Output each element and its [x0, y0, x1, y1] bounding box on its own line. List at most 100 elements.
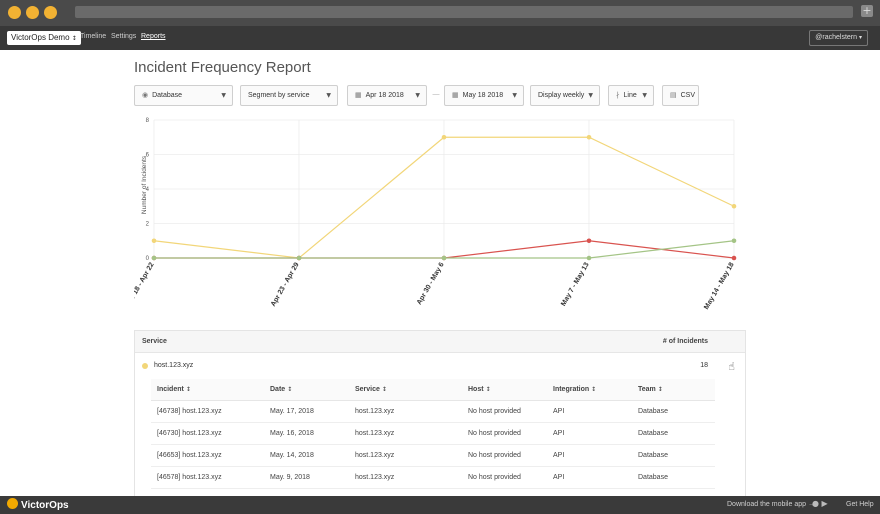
data-point[interactable]	[731, 238, 737, 244]
cell-date: May. 16, 2018	[270, 430, 314, 437]
cell-integration: API	[553, 474, 565, 481]
csv-export-button[interactable]: ▤ CSV	[662, 85, 699, 106]
chevron-down-icon: ▼	[326, 92, 331, 99]
cell-host: No host provided	[468, 430, 521, 437]
team-icon: ◉	[142, 91, 149, 99]
table-header: Service # of Incidents	[135, 331, 745, 353]
column-header-incident-count[interactable]: # of Incidents	[662, 338, 708, 345]
data-point[interactable]	[441, 134, 447, 140]
play-store-icon[interactable]: ▶	[821, 499, 828, 508]
address-bar[interactable]	[75, 6, 853, 18]
sub-header-host[interactable]: Host ↕	[468, 386, 491, 393]
y-tick-label: 6	[146, 153, 150, 159]
sub-header-team[interactable]: Team ↕	[638, 386, 663, 393]
x-tick-label: Apr 30 - May 6	[416, 261, 446, 306]
segment-select-label: Segment by service	[248, 92, 310, 99]
end-date-label: May 18 2018	[462, 92, 504, 99]
chevron-down-icon: ▼	[221, 92, 226, 99]
table-row[interactable]: [46730] host.123.xyz May. 16, 2018 host.…	[151, 423, 715, 445]
cell-date: May. 17, 2018	[270, 408, 314, 415]
chevron-down-icon: ▼	[588, 92, 593, 99]
user-menu-button[interactable]: @rachelstern ▾	[809, 30, 868, 46]
team-select[interactable]: ◉ Database ▼	[134, 85, 233, 106]
calendar-icon: ▦	[355, 91, 362, 99]
segment-select[interactable]: Segment by service ▼	[240, 85, 338, 106]
apple-icon[interactable]: ●	[812, 499, 819, 508]
start-date-label: Apr 18 2018	[365, 92, 404, 99]
sub-header-integration-label: Integration	[553, 386, 590, 393]
data-point[interactable]	[586, 255, 592, 261]
victorops-logo[interactable]: VictorOps	[7, 498, 69, 511]
display-interval-select[interactable]: Display weekly ▼	[530, 85, 600, 106]
new-tab-icon[interactable]: +	[861, 4, 873, 17]
cell-date: May. 14, 2018	[270, 452, 314, 459]
cell-date: May. 9, 2018	[270, 474, 310, 481]
sub-header-service[interactable]: Service ↕	[355, 386, 387, 393]
cell-integration: API	[553, 430, 565, 437]
close-window-dot[interactable]	[8, 6, 21, 19]
nav-link-timeline[interactable]: Timeline	[80, 33, 107, 40]
app-store-icons: ● ▶	[812, 499, 828, 508]
cell-host: No host provided	[468, 408, 521, 415]
cell-service: host.123.xyz	[355, 430, 395, 437]
cell-incident[interactable]: [46730] host.123.xyz	[157, 430, 222, 437]
data-point[interactable]	[441, 255, 447, 261]
sub-header-incident-label: Incident	[157, 386, 184, 393]
logo-icon	[7, 498, 18, 509]
sort-icon: ↕	[287, 386, 293, 393]
cell-incident[interactable]: [46578] host.123.xyz	[157, 474, 222, 481]
sub-header-date-label: Date	[270, 386, 286, 393]
data-point[interactable]	[151, 255, 157, 261]
minimize-window-dot[interactable]	[26, 6, 39, 19]
cell-team: Database	[638, 474, 668, 481]
nav-link-reports[interactable]: Reports	[141, 33, 166, 40]
data-point[interactable]	[151, 238, 157, 244]
cell-service: host.123.xyz	[355, 474, 395, 481]
logo-text: VictorOps	[21, 500, 69, 511]
team-select-label: Database	[152, 92, 183, 99]
y-tick-label: 2	[146, 222, 150, 228]
data-point[interactable]	[586, 134, 592, 140]
chart-type-select[interactable]: ∤ Line ▼	[608, 85, 654, 106]
cell-incident[interactable]: [46653] host.123.xyz	[157, 452, 222, 459]
sub-header-host-label: Host	[468, 386, 484, 393]
x-tick-label: Apr 23 - Apr 29	[270, 261, 301, 307]
sort-icon: ↕	[591, 386, 597, 393]
table-row[interactable]: [46738] host.123.xyz May. 17, 2018 host.…	[151, 401, 715, 423]
sub-header-date[interactable]: Date ↕	[270, 386, 292, 393]
table-row[interactable]: [46653] host.123.xyz May. 14, 2018 host.…	[151, 445, 715, 467]
incident-subtable: Incident ↕ Date ↕ Service ↕ Host ↕ Integrati…	[151, 379, 715, 489]
service-row[interactable]: host.123.xyz 18 ☝	[135, 353, 745, 379]
data-point[interactable]	[731, 255, 737, 261]
chevron-down-icon: ▼	[642, 92, 647, 99]
chart-grid	[153, 119, 735, 259]
sort-icon: ↕	[381, 386, 387, 393]
service-name: host.123.xyz	[154, 362, 194, 369]
incident-frequency-chart: 0 2 4 6 8 Apr 18 - Apr 22 Apr 23 - Apr 29 Apr 3…	[134, 118, 737, 311]
y-tick-label: 8	[146, 118, 150, 124]
get-help-link[interactable]: Get Help	[846, 501, 874, 508]
download-mobile-app-link[interactable]: Download the mobile app →	[727, 501, 815, 508]
incidents-by-service-table: Service # of Incidents host.123.xyz 18 ☝…	[134, 330, 746, 496]
cell-host: No host provided	[468, 452, 521, 459]
cell-incident[interactable]: [46738] host.123.xyz	[157, 408, 222, 415]
y-axis-label: Number of Incidents	[141, 155, 148, 214]
page-title: Incident Frequency Report	[134, 59, 311, 76]
data-point[interactable]	[296, 255, 302, 261]
org-label: VictorOps Demo	[11, 33, 70, 42]
sub-header-integration[interactable]: Integration ↕	[553, 386, 596, 393]
org-switcher-button[interactable]: VictorOps Demo ↕	[7, 31, 81, 45]
cell-integration: API	[553, 452, 565, 459]
table-row[interactable]: [46578] host.123.xyz May. 9, 2018 host.1…	[151, 467, 715, 489]
maximize-window-dot[interactable]	[44, 6, 57, 19]
sort-icon: ↕	[657, 386, 663, 393]
data-point[interactable]	[586, 238, 592, 244]
start-date-picker[interactable]: ▦ Apr 18 2018 ▼	[347, 85, 427, 106]
sub-header-incident[interactable]: Incident ↕	[157, 386, 191, 393]
document-icon: ▤	[670, 91, 677, 99]
end-date-picker[interactable]: ▦ May 18 2018 ▼	[444, 85, 524, 106]
data-point[interactable]	[731, 203, 737, 209]
nav-link-settings[interactable]: Settings	[111, 33, 137, 40]
column-header-service[interactable]: Service	[142, 338, 167, 345]
cell-team: Database	[638, 430, 668, 437]
